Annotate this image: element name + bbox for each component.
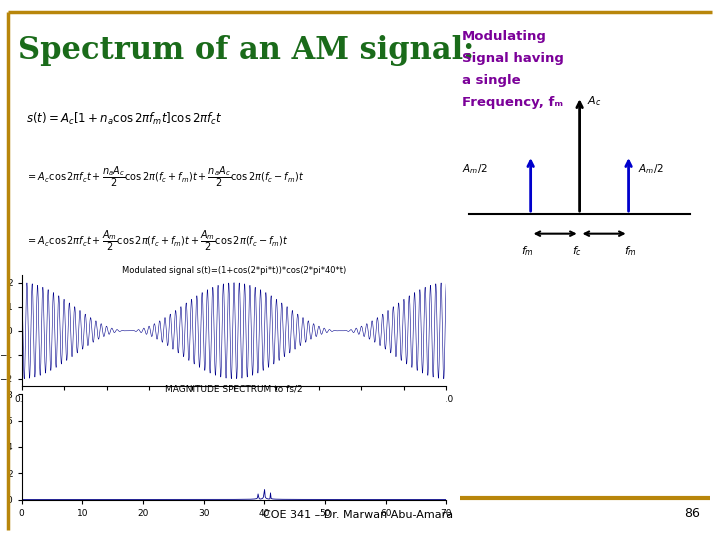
- Text: a single: a single: [462, 74, 521, 87]
- Text: Frequency, fₘ: Frequency, fₘ: [462, 96, 563, 109]
- Text: $A_c$: $A_c$: [587, 94, 601, 108]
- Text: Modulating: Modulating: [462, 30, 547, 43]
- Text: $A_m/2$: $A_m/2$: [639, 162, 664, 176]
- Text: Signal having: Signal having: [462, 52, 564, 65]
- Text: $= A_c\cos 2\pi f_c t + \dfrac{A_m}{2}\cos 2\pi(f_c+f_m)t + \dfrac{A_m}{2}\cos 2: $= A_c\cos 2\pi f_c t + \dfrac{A_m}{2}\c…: [26, 228, 289, 253]
- Text: $s(t) = A_c[1+n_a\cos 2\pi f_m t]\cos 2\pi f_c t$: $s(t) = A_c[1+n_a\cos 2\pi f_m t]\cos 2\…: [26, 111, 222, 126]
- Text: $= A_c\cos 2\pi f_c t + \dfrac{n_a A_c}{2}\cos 2\pi(f_c+f_m)t + \dfrac{n_a A_c}{: $= A_c\cos 2\pi f_c t + \dfrac{n_a A_c}{…: [26, 164, 304, 189]
- Text: $A_m/2$: $A_m/2$: [462, 162, 487, 176]
- Text: Spectrum of an AM signal:: Spectrum of an AM signal:: [18, 35, 474, 66]
- Text: $f_m$: $f_m$: [624, 245, 636, 258]
- Text: $f_c$: $f_c$: [572, 245, 582, 258]
- Title: MAGNITUDE SPECTRUM to fs/2: MAGNITUDE SPECTRUM to fs/2: [165, 384, 303, 394]
- Text: $f_m$: $f_m$: [521, 245, 534, 258]
- Text: COE 341 – Dr. Marwan Abu-Amara: COE 341 – Dr. Marwan Abu-Amara: [263, 510, 453, 520]
- Text: 86: 86: [684, 507, 700, 520]
- Title: Modulated signal s(t)=(1+cos(2*pi*t))*cos(2*pi*40*t): Modulated signal s(t)=(1+cos(2*pi*t))*co…: [122, 266, 346, 275]
